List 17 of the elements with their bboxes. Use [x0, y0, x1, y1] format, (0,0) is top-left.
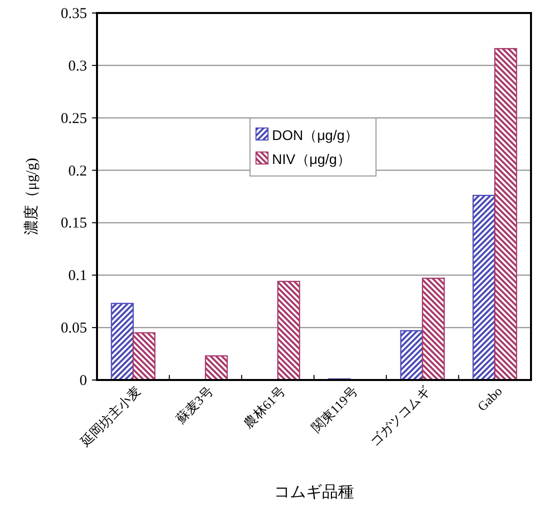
- y-tick-label: 0.05: [60, 320, 87, 337]
- x-axis-title: コムギ品種: [274, 483, 354, 501]
- x-tick-label: ゴガツコムギ: [366, 384, 433, 450]
- legend-label: DON（μg/g）: [272, 127, 359, 143]
- y-tick-label: 0.35: [60, 6, 87, 22]
- legend-label: NIV（μg/g）: [272, 151, 351, 167]
- x-tick-label: Gabo: [474, 384, 505, 414]
- y-tick-label: 0.15: [60, 216, 87, 232]
- y-tick-label: 0.3: [68, 58, 87, 74]
- x-tick-label: 農林61号: [240, 384, 288, 431]
- y-tick-label: 0.1: [68, 268, 87, 284]
- x-tick-label: 関東119号: [308, 384, 360, 436]
- y-tick-label: 0.25: [60, 110, 87, 127]
- y-axis-title: 濃度（μg/g): [23, 158, 40, 236]
- y-tick-label: 0: [80, 373, 87, 389]
- y-tick-label: 0.2: [68, 163, 87, 180]
- x-tick-label: 蘇麦3号: [172, 384, 216, 426]
